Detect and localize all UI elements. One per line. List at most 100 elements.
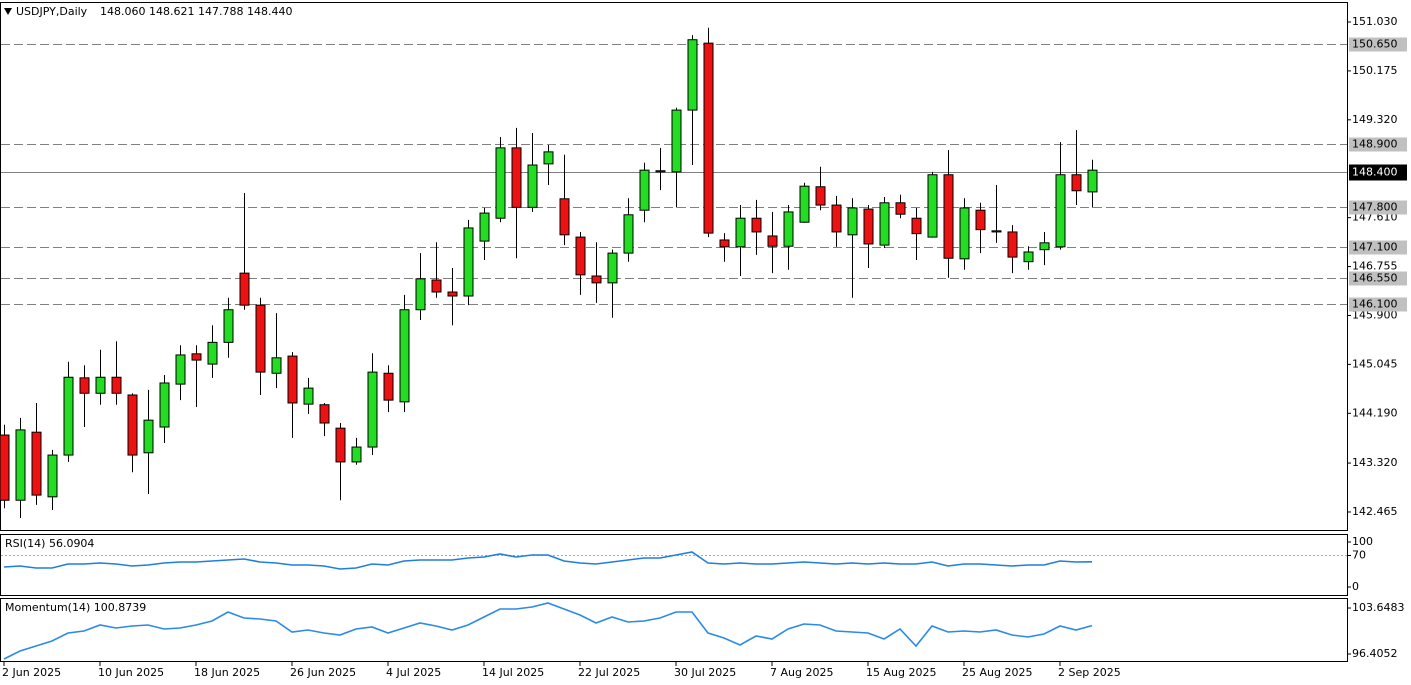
y-tick-label: 151.030 <box>1352 15 1398 28</box>
candle-body <box>959 207 970 260</box>
x-tick-label: 26 Jun 2025 <box>290 666 356 679</box>
candle-body <box>303 387 314 405</box>
x-tick-label: 10 Jun 2025 <box>98 666 164 679</box>
candle-body <box>239 272 250 306</box>
y-tick-label: 145.045 <box>1352 357 1398 370</box>
level-label-box <box>1349 297 1407 312</box>
candle-body <box>767 235 778 247</box>
indicator-line <box>3 602 1093 660</box>
y-tick-label: 103.6483 <box>1352 601 1405 614</box>
x-tick-label: 18 Jun 2025 <box>194 666 260 679</box>
candle-body <box>927 174 938 238</box>
candle-body <box>863 208 874 245</box>
y-tick-label: 96.4052 <box>1352 647 1398 660</box>
level-label: 148.900 <box>1352 138 1398 151</box>
candle-body <box>287 355 298 404</box>
y-tick-label: 100 <box>1352 535 1373 548</box>
candle-body <box>1087 169 1098 193</box>
candle-body <box>975 209 986 231</box>
level-label-box <box>1349 240 1407 255</box>
candle-body <box>847 207 858 236</box>
rsi-title: RSI(14) 56.0904 <box>5 537 94 550</box>
candle-body <box>127 394 138 456</box>
candle-body <box>191 353 202 361</box>
y-tick-label: 145.900 <box>1352 308 1398 321</box>
candle-body <box>1007 231 1018 258</box>
candle-body <box>463 227 474 297</box>
candle-body <box>543 151 554 165</box>
y-tick-label: 150.175 <box>1352 64 1398 77</box>
candle-body <box>751 217 762 233</box>
candle-body <box>623 214 634 254</box>
price-panel <box>0 2 1348 531</box>
candle-body <box>655 170 666 173</box>
candle-body <box>607 252 618 284</box>
candle-body <box>1071 174 1082 192</box>
candle-body <box>111 376 122 394</box>
candle-body <box>879 202 890 246</box>
price-label: 148.400 <box>1352 166 1398 179</box>
x-tick-label: 15 Aug 2025 <box>866 666 936 679</box>
candle-body <box>95 376 106 394</box>
candle-body <box>815 186 826 206</box>
candle-body <box>511 147 522 208</box>
y-tick-label: 146.755 <box>1352 260 1398 273</box>
level-label-box <box>1349 137 1407 152</box>
y-tick-label: 70 <box>1352 549 1366 562</box>
momentum-panel <box>0 598 1348 662</box>
candle-body <box>495 147 506 219</box>
candle-body <box>175 354 186 385</box>
candle-body <box>271 357 282 374</box>
level-label-box <box>1349 271 1407 286</box>
candle-body <box>479 212 490 242</box>
y-tick-label: 149.320 <box>1352 113 1398 126</box>
candle-body <box>367 371 378 448</box>
candle-body <box>383 372 394 401</box>
candle-body <box>1039 242 1050 251</box>
candle-body <box>15 429 26 501</box>
level-label: 147.800 <box>1352 201 1398 214</box>
candle-body <box>1055 174 1066 248</box>
candle-body <box>223 309 234 343</box>
candle-body <box>783 211 794 247</box>
candle-body <box>735 217 746 248</box>
candle-body <box>719 239 730 248</box>
x-tick-label: 25 Aug 2025 <box>962 666 1032 679</box>
x-tick-label: 4 Jul 2025 <box>386 666 441 679</box>
candle-body <box>79 377 90 394</box>
indicator-line <box>3 551 1093 570</box>
candle-body <box>207 341 218 365</box>
candle-body <box>703 42 714 234</box>
momentum-title: Momentum(14) 100.8739 <box>5 601 146 614</box>
candle-body <box>911 217 922 235</box>
candle-body <box>991 230 1002 233</box>
candle-body <box>1023 251 1034 263</box>
candle-body <box>255 304 266 373</box>
y-tick-label: 144.190 <box>1352 406 1398 419</box>
chart-title: USDJPY,Daily <box>16 5 88 18</box>
level-label-box <box>1349 37 1407 52</box>
x-tick-label: 7 Aug 2025 <box>770 666 833 679</box>
ohlc-label: 148.060 148.621 147.788 148.440 <box>100 5 292 18</box>
y-tick-label: 142.465 <box>1352 505 1398 518</box>
level-label: 150.650 <box>1352 38 1398 51</box>
candle-body <box>0 434 10 501</box>
candle-body <box>575 236 586 276</box>
x-tick-label: 2 Jun 2025 <box>2 666 61 679</box>
y-tick-label: 143.320 <box>1352 456 1398 469</box>
candle-body <box>447 291 458 297</box>
candle-body <box>31 431 42 496</box>
candle-body <box>799 185 810 223</box>
x-tick-label: 22 Jul 2025 <box>578 666 640 679</box>
candle-body <box>671 109 682 173</box>
candle-body <box>559 198 570 236</box>
candle-body <box>591 275 602 284</box>
candle-body <box>335 427 346 463</box>
x-tick-label: 30 Jul 2025 <box>674 666 736 679</box>
x-tick-label: 2 Sep 2025 <box>1058 666 1121 679</box>
rsi-panel <box>0 534 1348 596</box>
candle-body <box>831 204 842 233</box>
symbol-icon <box>4 8 12 15</box>
